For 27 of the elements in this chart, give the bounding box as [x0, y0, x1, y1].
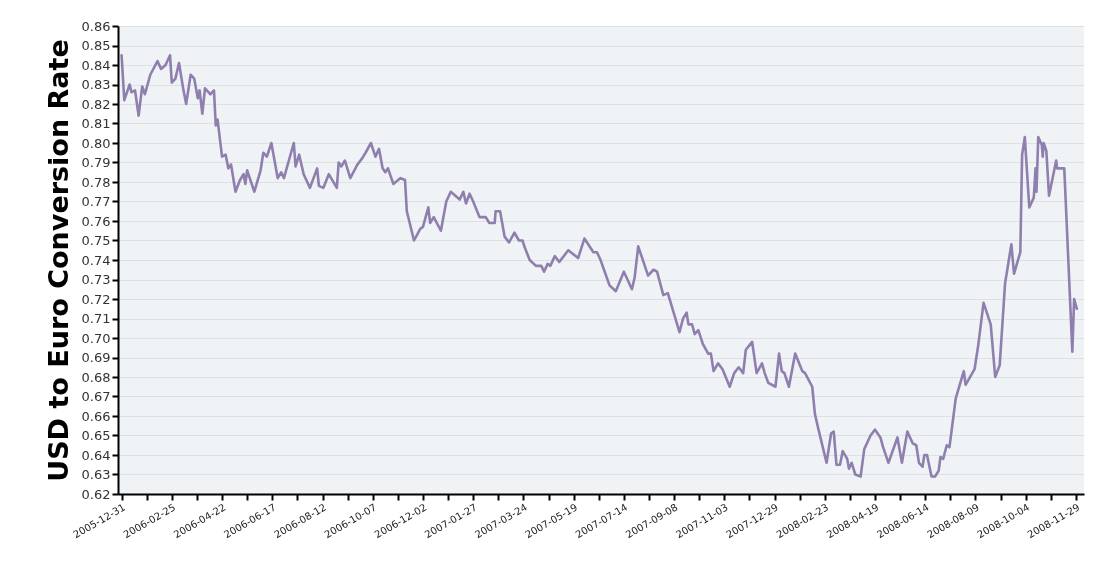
y-tick-label: 0.83 [81, 77, 111, 92]
y-tick-label: 0.85 [81, 38, 111, 53]
y-tick-label: 0.67 [81, 389, 111, 404]
y-tick-label: 0.62 [81, 486, 111, 502]
line-series [120, 53, 1079, 478]
y-tick-label: 0.68 [81, 369, 111, 385]
y-tick-label: 0.78 [81, 174, 111, 190]
y-tick-label: 0.79 [81, 155, 111, 170]
y-tick-label: 0.63 [81, 467, 111, 482]
y-tick-label: 0.74 [81, 252, 111, 268]
y-tick-label: 0.84 [81, 57, 111, 73]
y-tick-label: 0.65 [81, 428, 111, 443]
y-tick-label: 0.73 [81, 272, 111, 287]
y-tick-label: 0.81 [81, 116, 111, 131]
y-tick-label: 0.75 [81, 233, 111, 248]
y-tick-label: 0.71 [81, 311, 111, 326]
y-tick-label: 0.66 [81, 408, 111, 424]
y-tick-label: 0.76 [81, 213, 111, 229]
y-tick-label: 0.80 [81, 135, 111, 151]
y-tick-label: 0.64 [81, 447, 111, 463]
y-tick-label: 0.72 [81, 291, 111, 307]
y-tick-label: 0.70 [81, 330, 111, 346]
y-tick-label: 0.77 [81, 194, 111, 209]
y-tick-label: 0.69 [81, 350, 111, 365]
y-axis-title: USD to Euro Conversion Rate [42, 39, 74, 482]
y-tick-label: 0.86 [81, 18, 111, 34]
y-tick-label: 0.82 [81, 96, 111, 112]
